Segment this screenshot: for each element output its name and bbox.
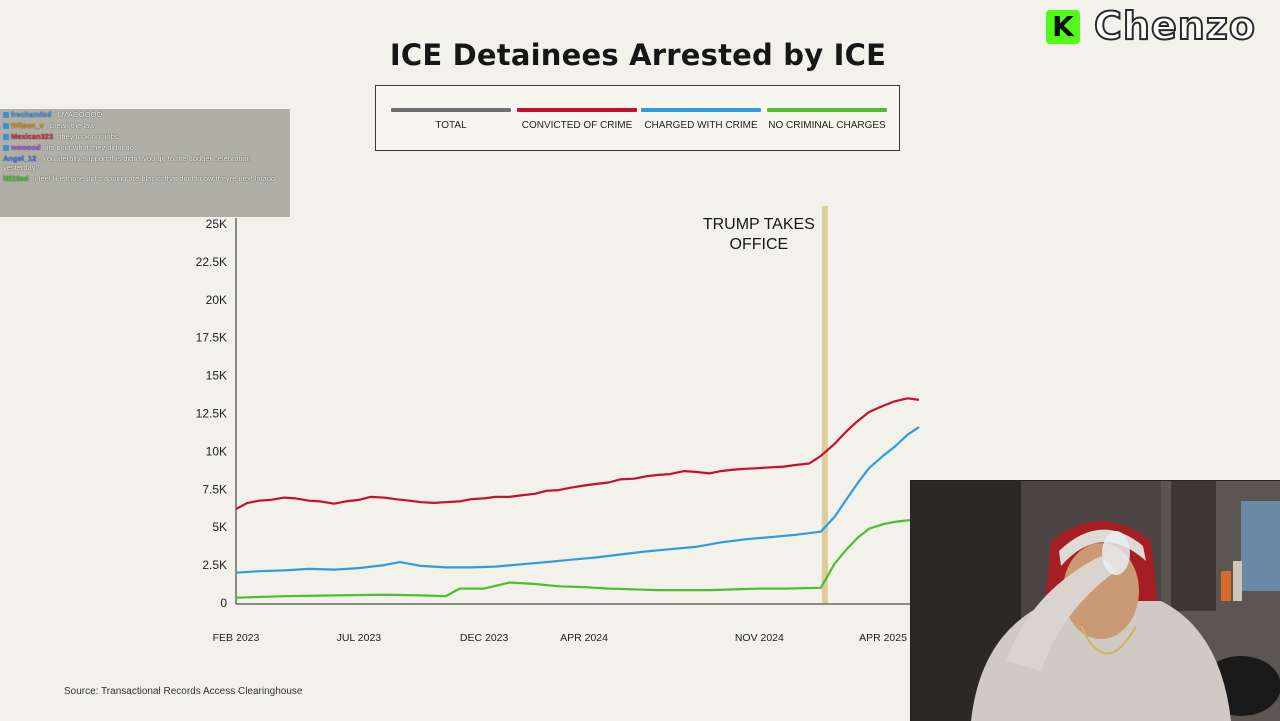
annotation-line-2: OFFICE — [730, 236, 789, 253]
x-tick-label: DEC 2023 — [460, 632, 509, 644]
x-axis-ticks: FEB 2023 JUL 2023 DEC 2023 APR 2024 NOV 2024… — [213, 632, 907, 644]
chat-text: : break the law — [45, 121, 95, 130]
y-tick-label: 7.5K — [202, 482, 227, 496]
chat-message: Mexican323: they took our jobs — [0, 131, 290, 142]
series-lines — [235, 397, 920, 599]
y-tick-label: 17.5K — [196, 331, 227, 345]
legend-swatch-charged — [641, 108, 761, 112]
y-tick-label: 5K — [212, 520, 227, 534]
annotation-line-1: TRUMP TAKES — [703, 216, 815, 233]
legend-label-convicted: CONVICTED OF CRIME — [521, 120, 633, 131]
legend-item-no-charges: NO CRIMINAL CHARGES — [766, 108, 888, 138]
series-line-1 — [235, 397, 920, 510]
chat-text: : LMAOOOOO — [53, 110, 103, 119]
chat-text: : i feel like those ppl clapping are bla… — [30, 174, 276, 183]
chat-badge-icon — [3, 112, 9, 119]
y-tick-label: 22.5K — [196, 255, 227, 269]
chart-source: Source: Transactional Records Access Cle… — [64, 686, 303, 697]
kick-logo-icon: K — [1046, 10, 1080, 44]
y-tick-label: 2.5K — [202, 558, 227, 572]
chat-username: Wilson_v — [11, 121, 44, 130]
chat-badge-icon — [3, 145, 9, 152]
legend-item-convicted: CONVICTED OF CRIME — [516, 108, 638, 138]
webcam-scene-image — [911, 481, 1280, 721]
chat-message: l0l23ed: i feel like those ppl clapping … — [0, 173, 290, 184]
legend-label-total: TOTAL — [435, 120, 467, 131]
series-line-2 — [235, 426, 920, 574]
legend-swatch-convicted — [517, 108, 637, 112]
legend-label-charged: CHARGED WITH CRIME — [644, 120, 758, 131]
y-tick-label: 20K — [206, 293, 227, 307]
legend-item-charged: CHARGED WITH CRIME — [640, 108, 762, 138]
legend-item-total: TOTAL — [390, 108, 512, 138]
x-tick-label: JUL 2023 — [337, 632, 382, 644]
chart-legend: TOTAL CONVICTED OF CRIME CHARGED WITH CR… — [375, 85, 900, 151]
y-tick-label: 25K — [206, 217, 227, 231]
y-tick-label: 12.5K — [196, 407, 227, 421]
y-tick-label: 0 — [220, 596, 227, 610]
chat-username: frechanded — [11, 110, 52, 119]
chat-message: wewood: its bout what they didnt do — [0, 142, 290, 153]
y-tick-label: 15K — [206, 369, 227, 383]
chat-username: l0l23ed — [3, 174, 29, 183]
chat-username: Angel_12 — [3, 154, 37, 163]
chat-overlay: frechanded: LMAOOOOO Wilson_v: break the… — [0, 109, 290, 217]
chat-message: Angel_12: You literally support this did… — [0, 153, 290, 173]
legend-label-no-charges: NO CRIMINAL CHARGES — [768, 120, 886, 131]
chat-text: : You literally support this didn't you … — [3, 154, 251, 172]
chat-badge-icon — [3, 123, 9, 130]
series-line-3 — [235, 518, 920, 599]
chat-message: frechanded: LMAOOOOO — [0, 109, 290, 120]
chat-text: : they took our jobs — [55, 132, 119, 141]
chart-title: ICE Detainees Arrested by ICE — [389, 38, 887, 72]
chat-username: Mexican323 — [11, 132, 54, 141]
legend-swatch-total — [391, 108, 511, 112]
webcam-feed — [910, 480, 1280, 721]
y-axis-ticks: 0 2.5K 5K 7.5K 10K 12.5K 15K 17.5K 20K 22.5K 25K — [196, 217, 228, 610]
chat-badge-icon — [3, 134, 9, 141]
chat-text: : its bout what they didnt do — [42, 143, 134, 152]
x-tick-label: NOV 2024 — [735, 632, 784, 644]
x-tick-label: APR 2024 — [560, 632, 608, 644]
legend-swatch-no-charges — [767, 108, 887, 112]
chat-username: wewood — [11, 143, 41, 152]
y-tick-label: 10K — [206, 444, 227, 458]
x-tick-label: APR 2025 — [859, 632, 907, 644]
trump-takes-office-marker — [821, 206, 828, 603]
streamer-name: Chenzo — [1093, 3, 1256, 49]
chat-message: Wilson_v: break the law — [0, 120, 290, 131]
x-tick-label: FEB 2023 — [213, 632, 260, 644]
